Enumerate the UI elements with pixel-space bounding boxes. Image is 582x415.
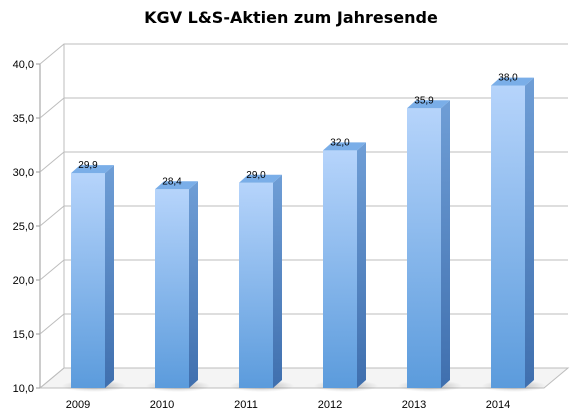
bar-top	[155, 181, 198, 190]
bar-front	[71, 173, 105, 388]
data-label: 35,9	[414, 95, 434, 106]
gridline	[39, 43, 568, 65]
bar-side	[105, 165, 114, 388]
bar-front	[239, 182, 273, 388]
bar: 28,4	[145, 176, 211, 392]
y-tick-label: 25,0	[13, 221, 34, 233]
bar-front	[407, 108, 441, 388]
bar: 29,9	[61, 160, 127, 392]
plot-frame	[38, 44, 570, 389]
bar-front	[491, 85, 525, 388]
bar-top	[491, 77, 534, 86]
bar-side	[189, 181, 198, 388]
bar-front	[323, 150, 357, 388]
gridlines	[39, 43, 568, 389]
gridline	[39, 151, 568, 173]
data-label: 38,0	[498, 73, 518, 84]
y-tick-label: 35,0	[13, 113, 34, 125]
data-label: 28,4	[162, 176, 182, 187]
y-tick-label: 40,0	[13, 59, 34, 71]
x-tick-label: 2012	[318, 399, 342, 411]
y-tick-label: 10,0	[13, 383, 34, 395]
bar-top	[323, 142, 366, 151]
x-tick-label: 2009	[66, 399, 90, 411]
bar-top	[239, 174, 282, 183]
y-tick-label: 20,0	[13, 275, 34, 287]
bar: 35,9	[397, 95, 463, 392]
x-tick-label: 2013	[402, 399, 426, 411]
x-tick-label: 2014	[486, 399, 510, 411]
bar-top	[407, 100, 450, 109]
bar: 29,0	[229, 170, 295, 392]
bars: 29,9 28,4 29,0 32,0 35,9 38,0	[61, 73, 547, 392]
y-tick-label: 30,0	[13, 167, 34, 179]
gridline	[39, 205, 568, 227]
bar-side	[441, 100, 450, 388]
x-tick-label: 2011	[234, 399, 258, 411]
data-label: 32,0	[330, 137, 350, 148]
gridline	[39, 313, 568, 335]
bar-front	[155, 189, 189, 388]
y-tick-label: 15,0	[13, 329, 34, 341]
gridline	[39, 97, 568, 119]
bar: 32,0	[313, 137, 379, 392]
bar-top	[71, 165, 114, 174]
x-axis-ticks: 2009 2010 2011 2012 2013 2014	[66, 399, 510, 411]
gridline	[39, 367, 568, 389]
chart-title: KGV L&S-Aktien zum Jahresende	[144, 8, 438, 27]
y-axis-ticks: 10,0 15,0 20,0 25,0 30,0 35,0 40,0	[13, 59, 40, 395]
gridline	[39, 259, 568, 281]
data-label: 29,0	[246, 170, 266, 181]
bar-side	[357, 142, 366, 388]
bar-side	[525, 77, 534, 388]
bar-side	[273, 174, 282, 388]
bar: 38,0	[481, 73, 547, 392]
x-tick-label: 2010	[150, 399, 174, 411]
data-label: 29,9	[78, 160, 98, 171]
